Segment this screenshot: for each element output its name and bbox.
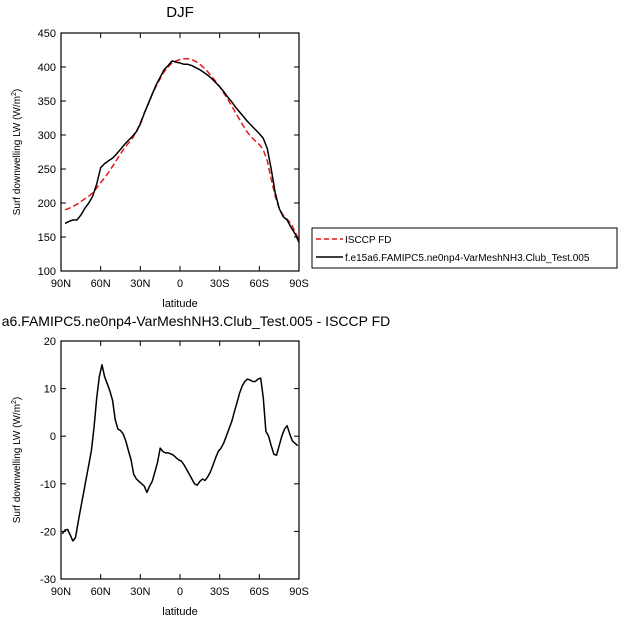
top-panel: DJF 90N 60N 30N 0 30S 60S 90S 100 150 200 250 300 35… (11, 4, 309, 310)
bottom-x-axis-label: latitude (162, 606, 197, 618)
top-plot-frame (60, 32, 300, 272)
y-tick-label: -30 (40, 574, 56, 586)
legend-label-isccp: ISCCP FD (345, 235, 392, 246)
x-tick-label: 0 (177, 586, 183, 598)
bottom-plot-frame (60, 340, 300, 580)
y-tick-label: 300 (38, 130, 56, 142)
bottom-panel: a6.FAMIPC5.ne0np4-VarMeshNH3.Club_Test.0… (2, 313, 391, 618)
top-plot-area: 90N 60N 30N 0 30S 60S 90S 100 150 200 250 300 350 400… (38, 28, 309, 290)
bottom-chart-title: a6.FAMIPC5.ne0np4-VarMeshNH3.Club_Test.0… (2, 313, 391, 329)
x-tick-label: 30N (130, 278, 150, 290)
y-tick-label: 400 (38, 62, 56, 74)
x-tick-label: 60N (91, 278, 111, 290)
series-line-difference (61, 364, 299, 542)
top-y-axis-label-main: Surf downwelling LW (W/m (12, 96, 23, 215)
x-tick-label: 90N (51, 586, 71, 598)
y-tick-label: -10 (40, 479, 56, 491)
series-line-isccp (64, 58, 300, 241)
legend-box (311, 227, 618, 269)
y-tick-label: 350 (38, 96, 56, 108)
top-y-axis-label-end: ) (12, 89, 23, 92)
x-tick-label: 0 (177, 278, 183, 290)
y-tick-label: 100 (38, 266, 56, 278)
top-y-axis-label: Surf downwelling LW (W/m2) (11, 89, 23, 216)
bottom-y-axis-label-main: Surf downwelling LW (W/m (12, 404, 23, 523)
y-tick-label: 450 (38, 28, 56, 40)
bottom-y-axis-label-sup: 2 (11, 400, 18, 404)
top-y-axis-label-sup: 2 (11, 92, 18, 96)
x-tick-label: 90N (51, 278, 71, 290)
y-tick-label: 200 (38, 198, 56, 210)
x-tick-label: 60N (91, 586, 111, 598)
y-tick-label: 0 (50, 431, 56, 443)
y-tick-label: -20 (40, 526, 56, 538)
bottom-y-axis-label-end: ) (12, 397, 23, 400)
y-tick-label: 20 (44, 336, 56, 348)
x-tick-label: 30S (210, 278, 230, 290)
y-tick-label: 10 (44, 384, 56, 396)
x-tick-label: 60S (250, 278, 270, 290)
bottom-plot-area: 90N 60N 30N 0 30S 60S 90S -30 -20 -10 0 10 20 (40, 336, 309, 598)
x-tick-label: 90S (289, 586, 309, 598)
legend: ISCCP FD f.e15a6.FAMIPC5.ne0np4-VarMeshN… (311, 227, 618, 269)
y-tick-label: 150 (38, 232, 56, 244)
x-tick-label: 30S (210, 586, 230, 598)
top-chart-title: DJF (166, 4, 194, 21)
x-tick-label: 90S (289, 278, 309, 290)
x-tick-label: 60S (250, 586, 270, 598)
series-line-model (64, 60, 300, 243)
top-x-axis-label: latitude (162, 298, 197, 310)
bottom-y-axis-label: Surf downwelling LW (W/m2) (11, 397, 23, 524)
legend-label-model: f.e15a6.FAMIPC5.ne0np4-VarMeshNH3.Club_T… (345, 253, 590, 264)
y-tick-label: 250 (38, 164, 56, 176)
x-tick-label: 30N (130, 586, 150, 598)
